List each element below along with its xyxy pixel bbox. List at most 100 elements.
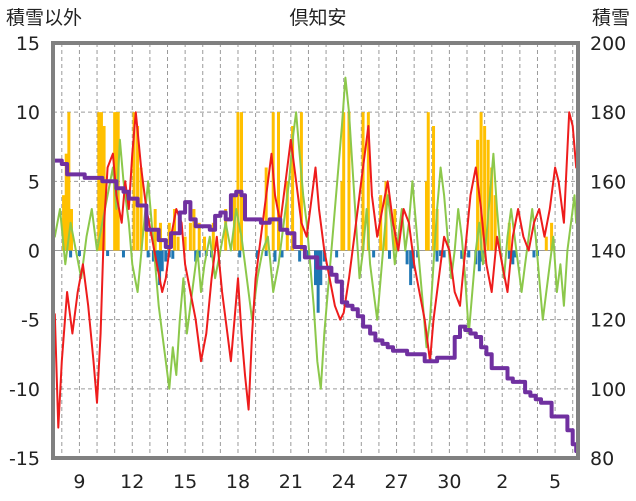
precip-bar [486, 139, 490, 251]
bars_negative-bar [77, 250, 81, 257]
bars_negative-bar [171, 250, 175, 259]
bars_negative-bar [405, 250, 409, 265]
precip-bar [361, 112, 365, 251]
right-axis-label: 積雪 [592, 7, 630, 29]
plot-frame [51, 41, 580, 460]
precip-bar [342, 112, 346, 251]
precip-bar [132, 112, 136, 251]
bars_negative-bar [146, 250, 150, 258]
line-layer [52, 76, 579, 454]
precip-bar [67, 112, 71, 251]
x-tick-label: 18 [226, 471, 250, 493]
bars_negative-bar [264, 250, 268, 257]
bars_negative-bar [194, 250, 198, 262]
precip-bar [173, 209, 177, 251]
axes-layer: 15 10 5 0 -5 -10 -15 200 180 160 140 120 100 80 9 12 15 1… [9, 33, 626, 493]
precip-bar [347, 112, 351, 251]
bars_negative-bar [467, 250, 471, 258]
precip-bar [544, 236, 548, 251]
precip-bar [139, 167, 143, 251]
precip-bar [203, 236, 207, 251]
precip-bar [550, 222, 554, 251]
bars_negative-bar [387, 250, 391, 259]
precip-bar [224, 209, 228, 251]
bars_negative-bar [439, 250, 443, 257]
bars_negative-bar [460, 250, 464, 259]
x-tick-label: 12 [120, 471, 144, 493]
x-tick-label: 15 [173, 471, 197, 493]
right-tick-label: 140 [590, 241, 626, 263]
bars_negative-bar [255, 250, 259, 259]
x-tick-label: 2 [496, 471, 508, 493]
x-tick-label: 5 [549, 471, 561, 493]
precip-bar [366, 112, 370, 251]
left-tick-label: 10 [16, 102, 40, 124]
bars_negative-bar [106, 250, 110, 257]
precip-bar [188, 222, 192, 251]
precip-bar [483, 126, 487, 251]
x-tick-label: 24 [332, 471, 356, 493]
left-tick-label: -15 [9, 448, 40, 470]
left-tick-label: 5 [28, 171, 40, 193]
precip-bar [476, 139, 480, 251]
bars_negative-bar [160, 250, 164, 272]
precip-bar [264, 167, 268, 251]
precip-bar [291, 126, 295, 251]
precip-bar [62, 195, 66, 251]
bars_negative-bar [158, 250, 162, 286]
bars_negative-bar [511, 250, 515, 265]
bars_negative-bar [316, 250, 320, 313]
right-tick-label: 100 [590, 379, 626, 401]
bars_negative-bar [372, 250, 376, 258]
bars_negative-bar [280, 250, 284, 258]
precip-bar [426, 112, 430, 251]
precip-bar [340, 181, 344, 251]
precip-bar [192, 209, 196, 251]
left-tick-label: 0 [28, 241, 40, 263]
right-tick-label: 80 [590, 448, 614, 470]
precip-bar [479, 112, 483, 251]
right-tick-label: 120 [590, 310, 626, 332]
bars_negative-bar [532, 250, 536, 258]
precip-bar [240, 112, 244, 251]
bars_negative-bar [409, 250, 413, 286]
bars_negative-bar [298, 250, 302, 262]
precip-bar [432, 126, 436, 251]
precip-bar [97, 112, 101, 251]
bars_negative-bar [477, 250, 481, 272]
bars_negative-bar [197, 250, 201, 258]
precip-bar [285, 181, 289, 251]
precip-bar [176, 236, 180, 251]
bars_negative-bar [273, 250, 277, 262]
precip-bar [493, 195, 497, 251]
bars_negative-bar [69, 250, 73, 258]
bars_negative-bar [164, 250, 168, 262]
precip-bar [144, 222, 148, 251]
precip-bar [102, 126, 106, 251]
right-tick-label: 160 [590, 171, 626, 193]
x-tick-label: 21 [279, 471, 303, 493]
right-tick-label: 200 [590, 33, 626, 55]
other-line [53, 76, 578, 390]
precip-bar [136, 126, 140, 251]
temperature-line [53, 111, 578, 429]
bars_negative-bar [322, 250, 326, 262]
snow_depth-line [52, 158, 579, 454]
x-tick-label: 30 [437, 471, 461, 493]
left-tick-label: 15 [16, 33, 40, 55]
precip-bar [490, 167, 494, 251]
bars_negative-bar [442, 250, 446, 258]
bars_negative-bar [238, 250, 242, 258]
bars_negative-bar [335, 250, 339, 258]
bars_negative-bar [435, 250, 439, 262]
precip-bar [435, 209, 439, 251]
x-tick-label: 9 [73, 471, 85, 493]
left-tick-label: -10 [9, 379, 40, 401]
bars_negative-bar [151, 250, 155, 262]
precip-bar [277, 112, 281, 251]
precip-bar [211, 222, 215, 251]
precip-bar [197, 222, 201, 251]
precip-bar [424, 181, 428, 251]
left-tick-label: -5 [21, 310, 40, 332]
